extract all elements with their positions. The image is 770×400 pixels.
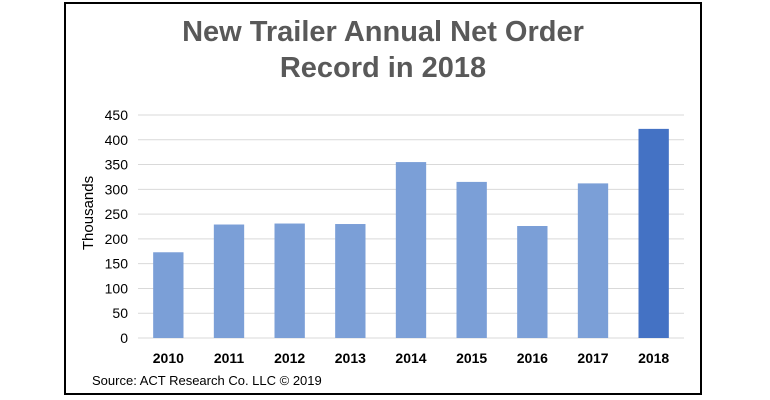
bar-2015: [456, 181, 487, 338]
bar-2014: [395, 162, 427, 338]
bar-2011: [213, 224, 245, 338]
y-axis-label: Thousands: [80, 176, 97, 250]
x-tick-label: 2016: [517, 350, 548, 366]
y-tick-label: 0: [120, 330, 128, 346]
x-tick-label: 2012: [274, 350, 305, 366]
bar-2012: [274, 223, 305, 338]
y-tick-label: 250: [105, 206, 129, 222]
y-tick-label: 100: [105, 280, 129, 296]
y-tick-label: 150: [105, 256, 129, 272]
chart-title-line-1: New Trailer Annual Net Order: [182, 16, 584, 48]
x-tick-label: 2017: [577, 350, 608, 366]
x-tick-label: 2014: [395, 350, 426, 366]
y-tick-label: 50: [112, 305, 128, 321]
x-tick-label: 2010: [153, 350, 184, 366]
bar-2016: [517, 226, 548, 338]
bar-2017: [577, 183, 609, 338]
chart-title: New Trailer Annual Net Order Record in 2…: [64, 14, 702, 86]
y-tick-label: 400: [105, 132, 129, 148]
chart-title-line-2: Record in 2018: [279, 52, 487, 84]
x-tick-label: 2011: [214, 350, 245, 366]
y-tick-label: 200: [105, 231, 129, 247]
source-note: Source: ACT Research Co. LLC © 2019: [92, 373, 322, 388]
bar-2018: [638, 128, 669, 338]
y-tick-label: 350: [105, 157, 129, 173]
x-axis-ticks: 2010 2011 2012 2013 2014 2015 2016 2017 2018: [153, 350, 670, 366]
x-tick-label: 2013: [335, 350, 366, 366]
y-tick-label: 300: [105, 181, 129, 197]
bar-2013: [335, 224, 366, 338]
bars: [153, 128, 669, 338]
y-axis-ticks: 0 50 100 150 200 250 300 350 400 450: [105, 107, 129, 346]
x-tick-label: 2018: [638, 350, 669, 366]
x-tick-label: 2015: [456, 350, 487, 366]
y-tick-label: 450: [105, 107, 129, 123]
bar-2010: [153, 252, 184, 338]
